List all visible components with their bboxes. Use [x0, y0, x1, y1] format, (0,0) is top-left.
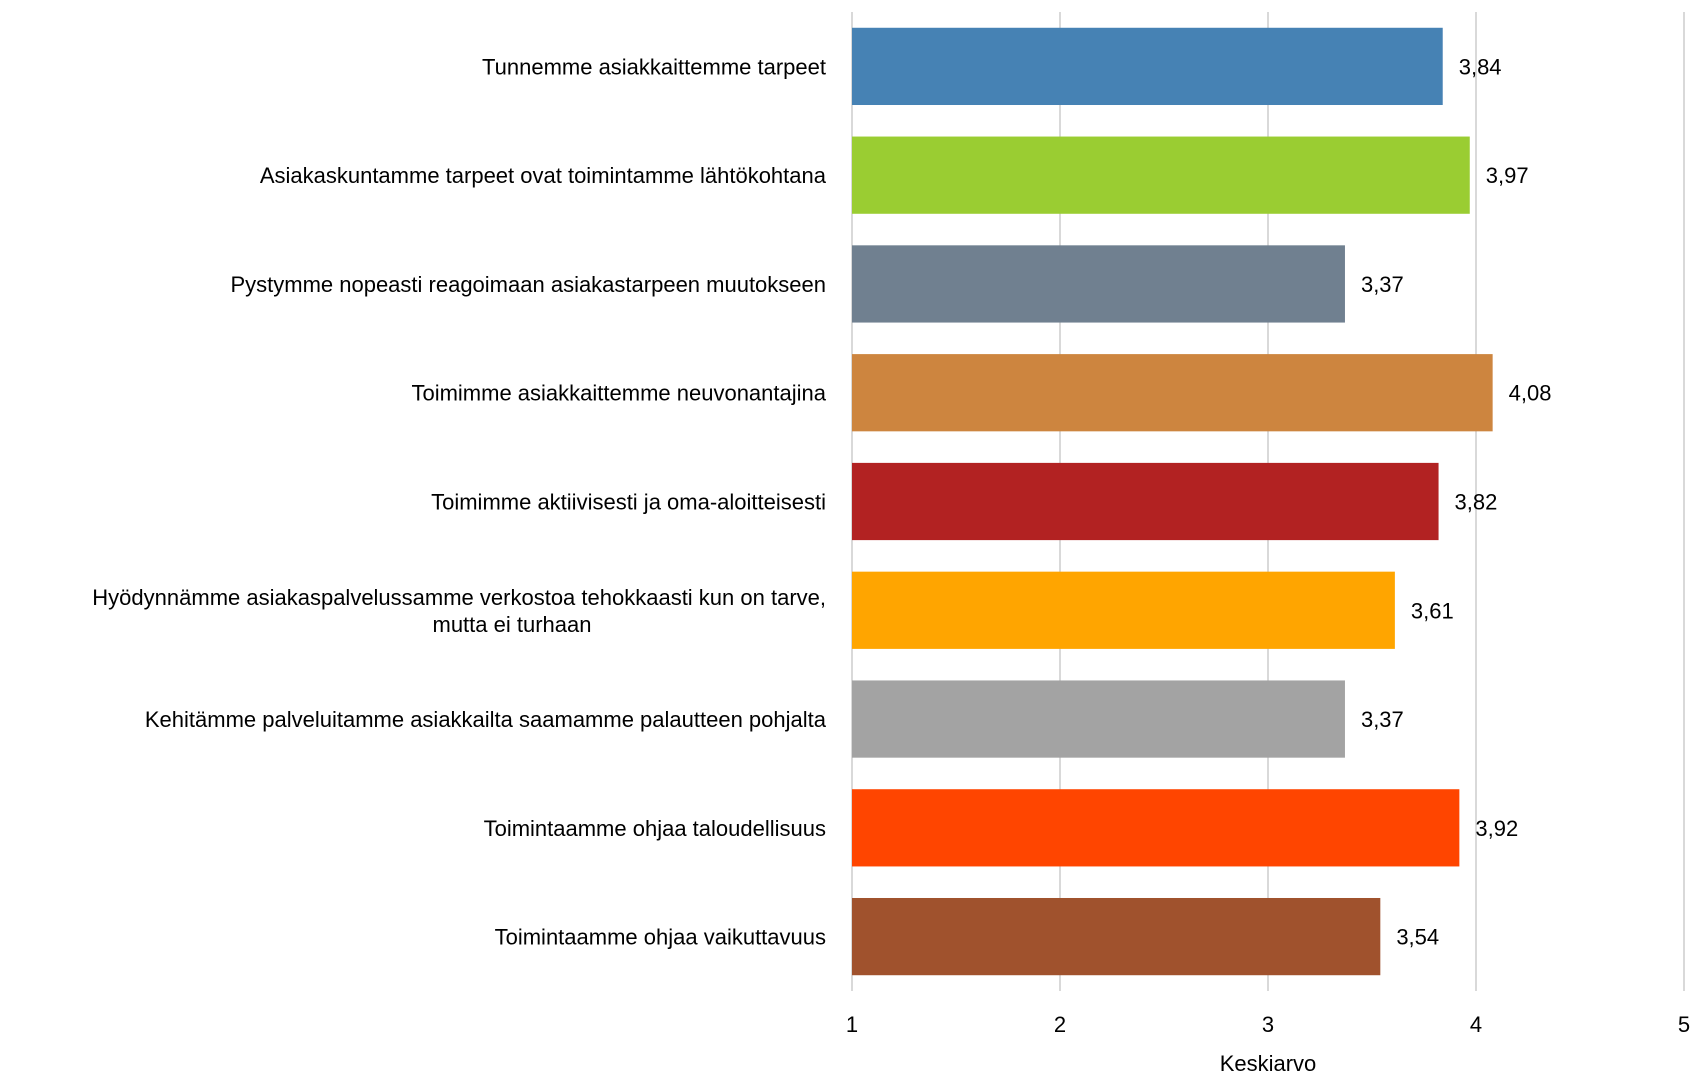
category-label: Hyödynnämme asiakaspalvelussamme verkost… — [92, 585, 826, 637]
bar — [852, 245, 1345, 323]
value-label: 3,54 — [1396, 925, 1439, 950]
bar — [852, 571, 1395, 649]
value-label: 3,84 — [1459, 54, 1502, 79]
value-label: 4,08 — [1509, 381, 1552, 406]
x-tick-label: 5 — [1678, 1012, 1690, 1037]
value-label: 3,37 — [1361, 707, 1404, 732]
category-label: Toimintaamme ohjaa taloudellisuus — [484, 816, 826, 841]
category-label: Pystymme nopeasti reagoimaan asiakastarp… — [230, 272, 826, 297]
value-label: 3,97 — [1486, 163, 1529, 188]
bars — [852, 27, 1493, 976]
bar — [852, 27, 1443, 106]
x-tick-labels: 1 2 3 4 5 — [846, 1012, 1690, 1037]
category-labels: Tunnemme asiakkaittemme tarpeet Asiakasku… — [92, 54, 826, 949]
x-axis-label: Keskiarvo — [1220, 1051, 1317, 1076]
x-tick-label: 1 — [846, 1012, 858, 1037]
value-labels: 3,84 3,97 3,37 4,08 3,82 3,61 3,37 3,92 3,54 — [1361, 54, 1552, 949]
bar — [852, 789, 1460, 867]
value-label: 3,61 — [1411, 598, 1454, 623]
x-tick-label: 3 — [1262, 1012, 1274, 1037]
bar — [852, 680, 1345, 758]
bar — [852, 354, 1493, 432]
category-label: Toimimme asiakkaittemme neuvonantajina — [411, 381, 826, 406]
value-label: 3,82 — [1455, 490, 1498, 515]
category-label: Toimintaamme ohjaa vaikuttavuus — [495, 925, 826, 950]
category-label: Toimimme aktiivisesti ja oma-aloitteises… — [431, 490, 826, 515]
x-tick-label: 4 — [1470, 1012, 1482, 1037]
bar — [852, 462, 1439, 541]
category-label: Kehitämme palveluitamme asiakkailta saam… — [145, 707, 827, 732]
bar — [852, 897, 1381, 976]
value-label: 3,92 — [1475, 816, 1518, 841]
category-label: Tunnemme asiakkaittemme tarpeet — [482, 54, 826, 79]
category-label: Asiakaskuntamme tarpeet ovat toimintamme… — [260, 163, 827, 188]
x-tick-label: 2 — [1054, 1012, 1066, 1037]
value-label: 3,37 — [1361, 272, 1404, 297]
bar — [852, 136, 1470, 214]
